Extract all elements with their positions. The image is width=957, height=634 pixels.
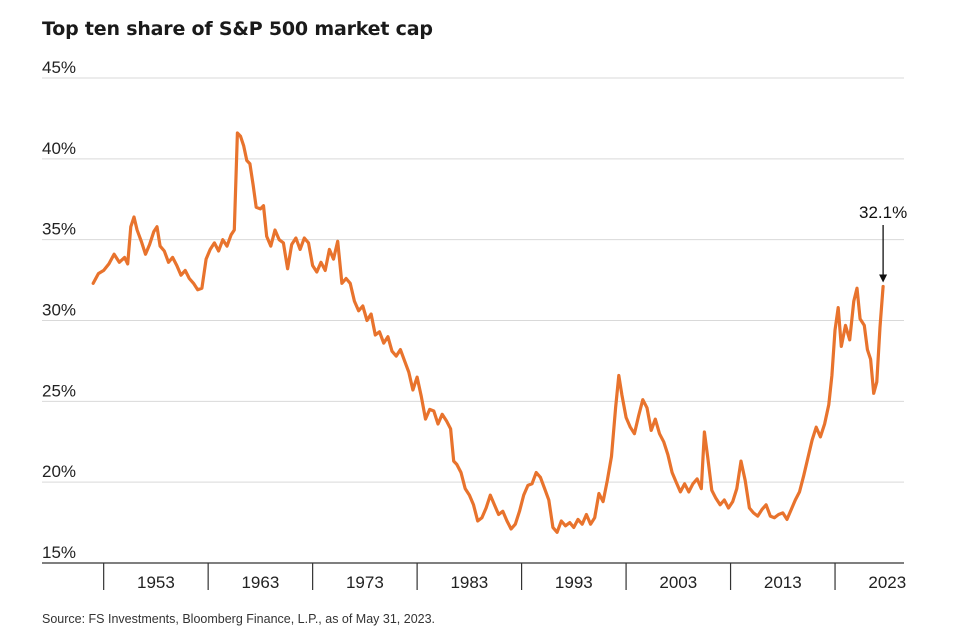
series-line xyxy=(91,131,885,534)
x-tick-label: 2013 xyxy=(764,573,802,592)
y-tick-label: 45% xyxy=(42,58,76,77)
x-tick-label: 1963 xyxy=(241,573,279,592)
annotation-arrow-head xyxy=(879,274,888,283)
source-note: Source: FS Investments, Bloomberg Financ… xyxy=(42,612,436,626)
annotation-label: 32.1% xyxy=(859,203,907,222)
y-tick-label: 20% xyxy=(42,462,76,481)
y-tick-label: 40% xyxy=(42,139,76,158)
gridlines xyxy=(42,77,904,483)
x-tick-label: 1983 xyxy=(450,573,488,592)
y-tick-label: 35% xyxy=(42,220,76,239)
y-tick-label: 25% xyxy=(42,381,76,400)
series-layer xyxy=(91,131,885,534)
chart-title: Top ten share of S&P 500 market cap xyxy=(42,18,433,40)
annotation-layer: 32.1% xyxy=(859,203,907,283)
x-tick-label: 1993 xyxy=(555,573,593,592)
x-tick-label: 1973 xyxy=(346,573,384,592)
x-tick-label: 2003 xyxy=(659,573,697,592)
y-tick-label: 15% xyxy=(42,543,76,562)
x-axis: 1953 1963 1973 1983 1993 2003 2013 2023 xyxy=(42,562,906,592)
x-tick-label: 2023 xyxy=(868,573,906,592)
y-axis-labels: 45% 40% 35% 30% 25% 20% 15% xyxy=(42,58,76,562)
x-tick-label: 1953 xyxy=(137,573,175,592)
line-chart: 45%40%35%30%25%20%15% 1953 1963 1973 1983 19… xyxy=(42,58,907,592)
y-tick-label: 30% xyxy=(42,301,76,320)
